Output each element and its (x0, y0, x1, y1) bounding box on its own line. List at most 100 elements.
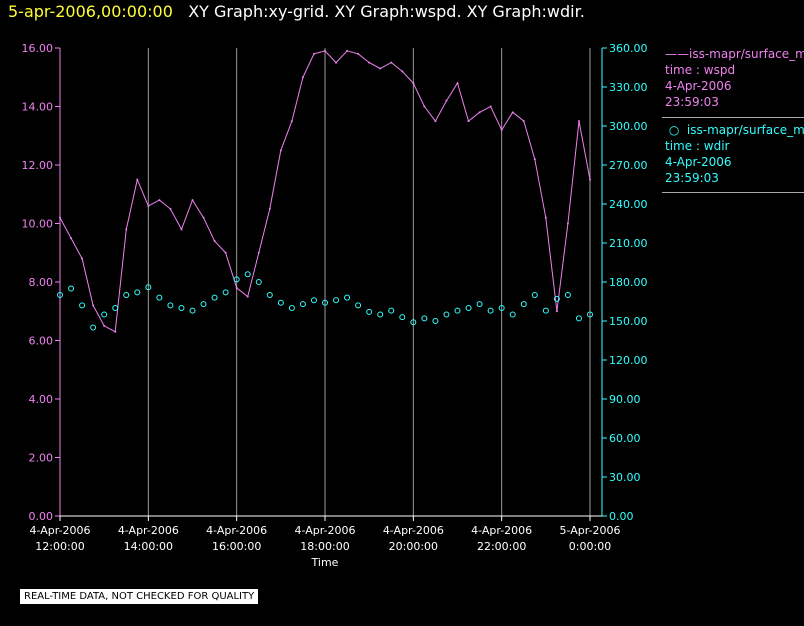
y-right-tick-label: 270.00 (609, 159, 648, 172)
wspd-data-point (423, 105, 426, 108)
legend-series-time: 23:59:03 (665, 95, 719, 109)
wdir-data-point (399, 314, 406, 321)
wspd-data-point (268, 207, 271, 210)
x-tick-label-date: 4-Apr-2006 (383, 524, 444, 537)
wspd-data-point (346, 49, 349, 52)
y-right-tick-label: 240.00 (609, 198, 648, 211)
wspd-data-point (180, 228, 183, 231)
header-date: 5-apr-2006,00:00:00 (8, 2, 173, 21)
quality-disclaimer: REAL-TIME DATA, NOT CHECKED FOR QUALITY (20, 589, 259, 604)
wspd-data-point (279, 149, 282, 152)
legend-line-swatch: —— (665, 47, 689, 61)
wspd-data-point (379, 67, 382, 70)
wdir-data-point (587, 311, 593, 318)
wdir-data-point (79, 302, 86, 309)
wdir-data-point (553, 295, 560, 302)
wdir-data-point (299, 301, 306, 308)
wspd-data-point (511, 111, 514, 114)
wdir-data-point (310, 297, 317, 304)
wspd-data-point (136, 178, 139, 181)
wspd-data-point (467, 120, 470, 123)
wspd-data-point (533, 158, 536, 161)
wspd-data-point (81, 257, 84, 260)
x-tick-label-time: 12:00:00 (35, 540, 84, 553)
y-right-tick-label: 30.00 (609, 471, 641, 484)
wdir-data-point (156, 294, 163, 301)
wdir-data-point (211, 294, 218, 301)
wspd-data-point (213, 240, 216, 243)
y-left-tick-label: 4.00 (29, 393, 54, 406)
y-left-tick-label: 0.00 (29, 510, 54, 523)
wspd-data-point (301, 76, 304, 79)
y-left-tick-label: 8.00 (29, 276, 54, 289)
wspd-data-point (478, 111, 481, 114)
wspd-data-point (500, 128, 503, 131)
wdir-data-point (410, 319, 417, 326)
x-axis-label: Time (311, 556, 339, 569)
wdir-data-point (134, 289, 141, 296)
wdir-data-point (255, 279, 262, 285)
x-tick-label-date: 4-Apr-2006 (206, 524, 267, 537)
wdir-data-point (542, 307, 549, 314)
wspd-data-point (158, 199, 161, 202)
wspd-data-point (59, 216, 61, 219)
y-left-tick-label: 10.00 (22, 218, 54, 231)
wspd-data-point (290, 120, 293, 123)
wspd-data-point (202, 216, 205, 219)
y-left-tick-label: 12.00 (22, 159, 54, 172)
wdir-data-point (344, 294, 351, 301)
wdir-data-point (333, 297, 340, 304)
wspd-data-point (312, 52, 315, 55)
wdir-data-point (244, 271, 251, 278)
x-tick-label-date: 5-Apr-2006 (559, 524, 620, 537)
wdir-data-point (123, 292, 130, 298)
legend-entry-wspd: ——iss-mapr/surface_met time : wspd 4-Apr… (665, 46, 804, 110)
y-right-tick-label: 330.00 (609, 81, 648, 94)
y-right-tick-label: 300.00 (609, 120, 648, 133)
wspd-data-point (589, 178, 591, 181)
wspd-data-point (544, 216, 547, 219)
wspd-data-point (324, 49, 326, 52)
y-left-tick-label: 16.00 (22, 42, 54, 55)
wspd-data-point (147, 204, 150, 207)
legend-series-name: iss-mapr/surface_met (689, 47, 804, 61)
wdir-data-point (322, 299, 328, 306)
wdir-data-point (112, 305, 119, 311)
y-right-tick-label: 150.00 (609, 315, 648, 328)
y-right-tick-label: 0.00 (609, 510, 634, 523)
y-left-tick-label: 2.00 (29, 452, 54, 465)
wdir-data-point (421, 315, 428, 322)
legend-series-time: 23:59:03 (665, 171, 719, 185)
wdir-data-point (443, 311, 450, 318)
x-tick-label-time: 16:00:00 (212, 540, 261, 553)
x-tick-label-time: 18:00:00 (300, 540, 349, 553)
legend-entry-wdir: ○ iss-mapr/surface_met time : wdir 4-Apr… (665, 122, 804, 186)
wdir-data-point (465, 305, 472, 311)
wdir-data-point (178, 305, 185, 311)
wspd-data-point (456, 82, 459, 85)
wdir-data-point (57, 292, 63, 298)
wspd-data-point (445, 99, 448, 102)
wdir-data-point (167, 302, 174, 309)
wdir-data-point (366, 308, 373, 315)
wspd-data-point (92, 304, 95, 307)
wdir-data-point (288, 305, 295, 311)
y-right-tick-label: 120.00 (609, 354, 648, 367)
wspd-data-point (70, 237, 73, 240)
y-right-tick-label: 60.00 (609, 432, 641, 445)
wdir-data-point (222, 289, 229, 296)
legend-series-date: 4-Apr-2006 (665, 155, 732, 169)
x-tick-label-date: 4-Apr-2006 (29, 524, 90, 537)
legend-series-var: time : wdir (665, 139, 730, 153)
y-right-tick-label: 360.00 (609, 42, 648, 55)
wdir-data-point (498, 305, 505, 311)
wdir-data-point (377, 311, 384, 318)
x-tick-label-date: 4-Apr-2006 (294, 524, 355, 537)
y-left-tick-label: 6.00 (29, 335, 54, 348)
wdir-data-point (189, 307, 196, 314)
wspd-data-point (566, 222, 569, 225)
wdir-data-point (432, 318, 439, 324)
wdir-data-point (531, 292, 538, 298)
legend-divider (662, 192, 804, 193)
wspd-data-point (257, 251, 260, 254)
